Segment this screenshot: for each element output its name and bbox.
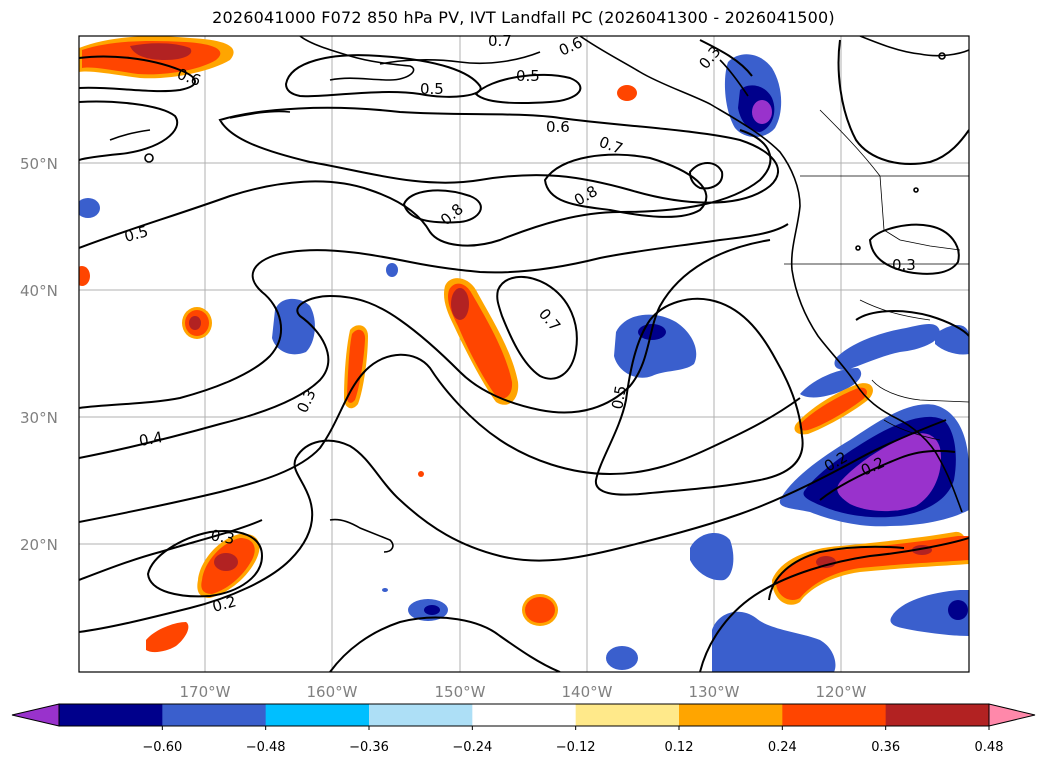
pv-contours [79, 39, 969, 672]
negative-anomaly-region [935, 324, 969, 355]
contour-label: 0.3 [209, 526, 236, 548]
lon-label-140w: 140°W [562, 683, 613, 701]
colorbar: −0.60 −0.48 −0.36 −0.24 −0.12 0.12 0.24 0.36 0.4… [11, 703, 1036, 755]
colorbar-tick-label: −0.24 [452, 740, 492, 755]
coastlines [109, 36, 969, 553]
negative-anomaly-region [272, 298, 315, 355]
colorbar-bin [162, 704, 267, 726]
negative-anomaly-region [382, 588, 388, 592]
negative-anomaly-region [890, 590, 969, 636]
positive-anomaly-region [418, 471, 424, 477]
colorbar-tick-label: −0.48 [246, 740, 286, 755]
positive-anomaly-region [799, 387, 867, 431]
contour-label: 0.5 [608, 384, 630, 411]
lat-label-20n: 20°N [20, 536, 58, 554]
colorbar-tick-label: 0.24 [768, 740, 797, 755]
negative-anomaly-region [834, 324, 940, 370]
positive-anomaly-region [617, 85, 637, 101]
positive-anomaly-region [214, 553, 238, 571]
lon-label-170w: 170°W [180, 683, 231, 701]
colorbar-tick-label: −0.36 [349, 740, 389, 755]
colorbar-tick-label: −0.60 [142, 740, 182, 755]
colorbar-bin [679, 704, 783, 726]
colorbar-bin [782, 704, 887, 726]
positive-anomaly-region [816, 556, 836, 568]
lat-label-50n: 50°N [20, 155, 58, 173]
positive-anomaly-region [346, 329, 366, 403]
lon-label-130w: 130°W [689, 683, 740, 701]
map-frame [78, 35, 970, 673]
contour-label: 0.6 [546, 118, 570, 136]
negative-anomaly-region [800, 368, 862, 398]
positive-anomaly-region [451, 288, 469, 320]
colorbar-bin [472, 704, 577, 726]
colorbar-tick-label: −0.12 [556, 740, 596, 755]
colorbar-bin [369, 704, 473, 726]
colorbar-extend-min [11, 703, 60, 727]
contour-label: 0.4 [138, 428, 165, 450]
negative-anomaly-region [948, 600, 968, 620]
colorbar-outline [58, 703, 990, 727]
negative-anomaly-region [79, 198, 100, 218]
positive-anomaly-region [146, 622, 189, 653]
colorbar-bin [59, 704, 163, 726]
positive-anomaly-region [79, 266, 90, 286]
lat-label-40n: 40°N [20, 282, 58, 300]
contour-label: 0.5 [420, 80, 444, 98]
colorbar-tick-label: 0.12 [665, 740, 694, 755]
positive-anomaly-region [189, 316, 201, 330]
negative-anomaly-region [752, 100, 772, 124]
contour-label: 0.5 [122, 222, 150, 246]
negative-anomaly-region [424, 605, 440, 615]
colorbar-bin [265, 704, 370, 726]
negative-anomaly-region [606, 646, 638, 670]
colorbar-bin [885, 704, 990, 726]
colorbar-tick-label: 0.48 [975, 740, 1004, 755]
colorbar-bin [575, 704, 680, 726]
negative-anomaly-region [614, 314, 697, 378]
latitude-labels: 50°N 40°N 30°N 20°N [20, 155, 58, 554]
lat-label-30n: 30°N [20, 409, 58, 427]
positive-anomaly-region [130, 43, 192, 60]
lon-label-160w: 160°W [307, 683, 358, 701]
lon-label-120w: 120°W [816, 683, 867, 701]
contour-label: 0.3 [892, 256, 916, 274]
negative-anomaly-region [386, 263, 398, 277]
map-title: 2026041000 F072 850 hPa PV, IVT Landfall… [212, 8, 835, 27]
longitude-labels: 170°W 160°W 150°W 140°W 130°W 120°W [180, 683, 867, 701]
negative-anomaly-region [712, 611, 836, 672]
pv-shading [79, 36, 969, 672]
negative-anomaly-region [690, 533, 734, 581]
lon-label-150w: 150°W [435, 683, 486, 701]
contour-label: 0.5 [516, 67, 540, 85]
contour-label: 0.2 [210, 592, 238, 616]
colorbar-tick-label: 0.36 [871, 740, 900, 755]
colorbar-extend-max [988, 703, 1036, 727]
positive-anomaly-region [525, 597, 555, 623]
contour-label: 0.7 [488, 32, 512, 50]
